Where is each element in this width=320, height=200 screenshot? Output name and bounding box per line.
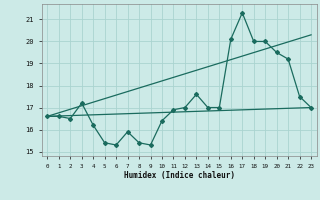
X-axis label: Humidex (Indice chaleur): Humidex (Indice chaleur): [124, 171, 235, 180]
